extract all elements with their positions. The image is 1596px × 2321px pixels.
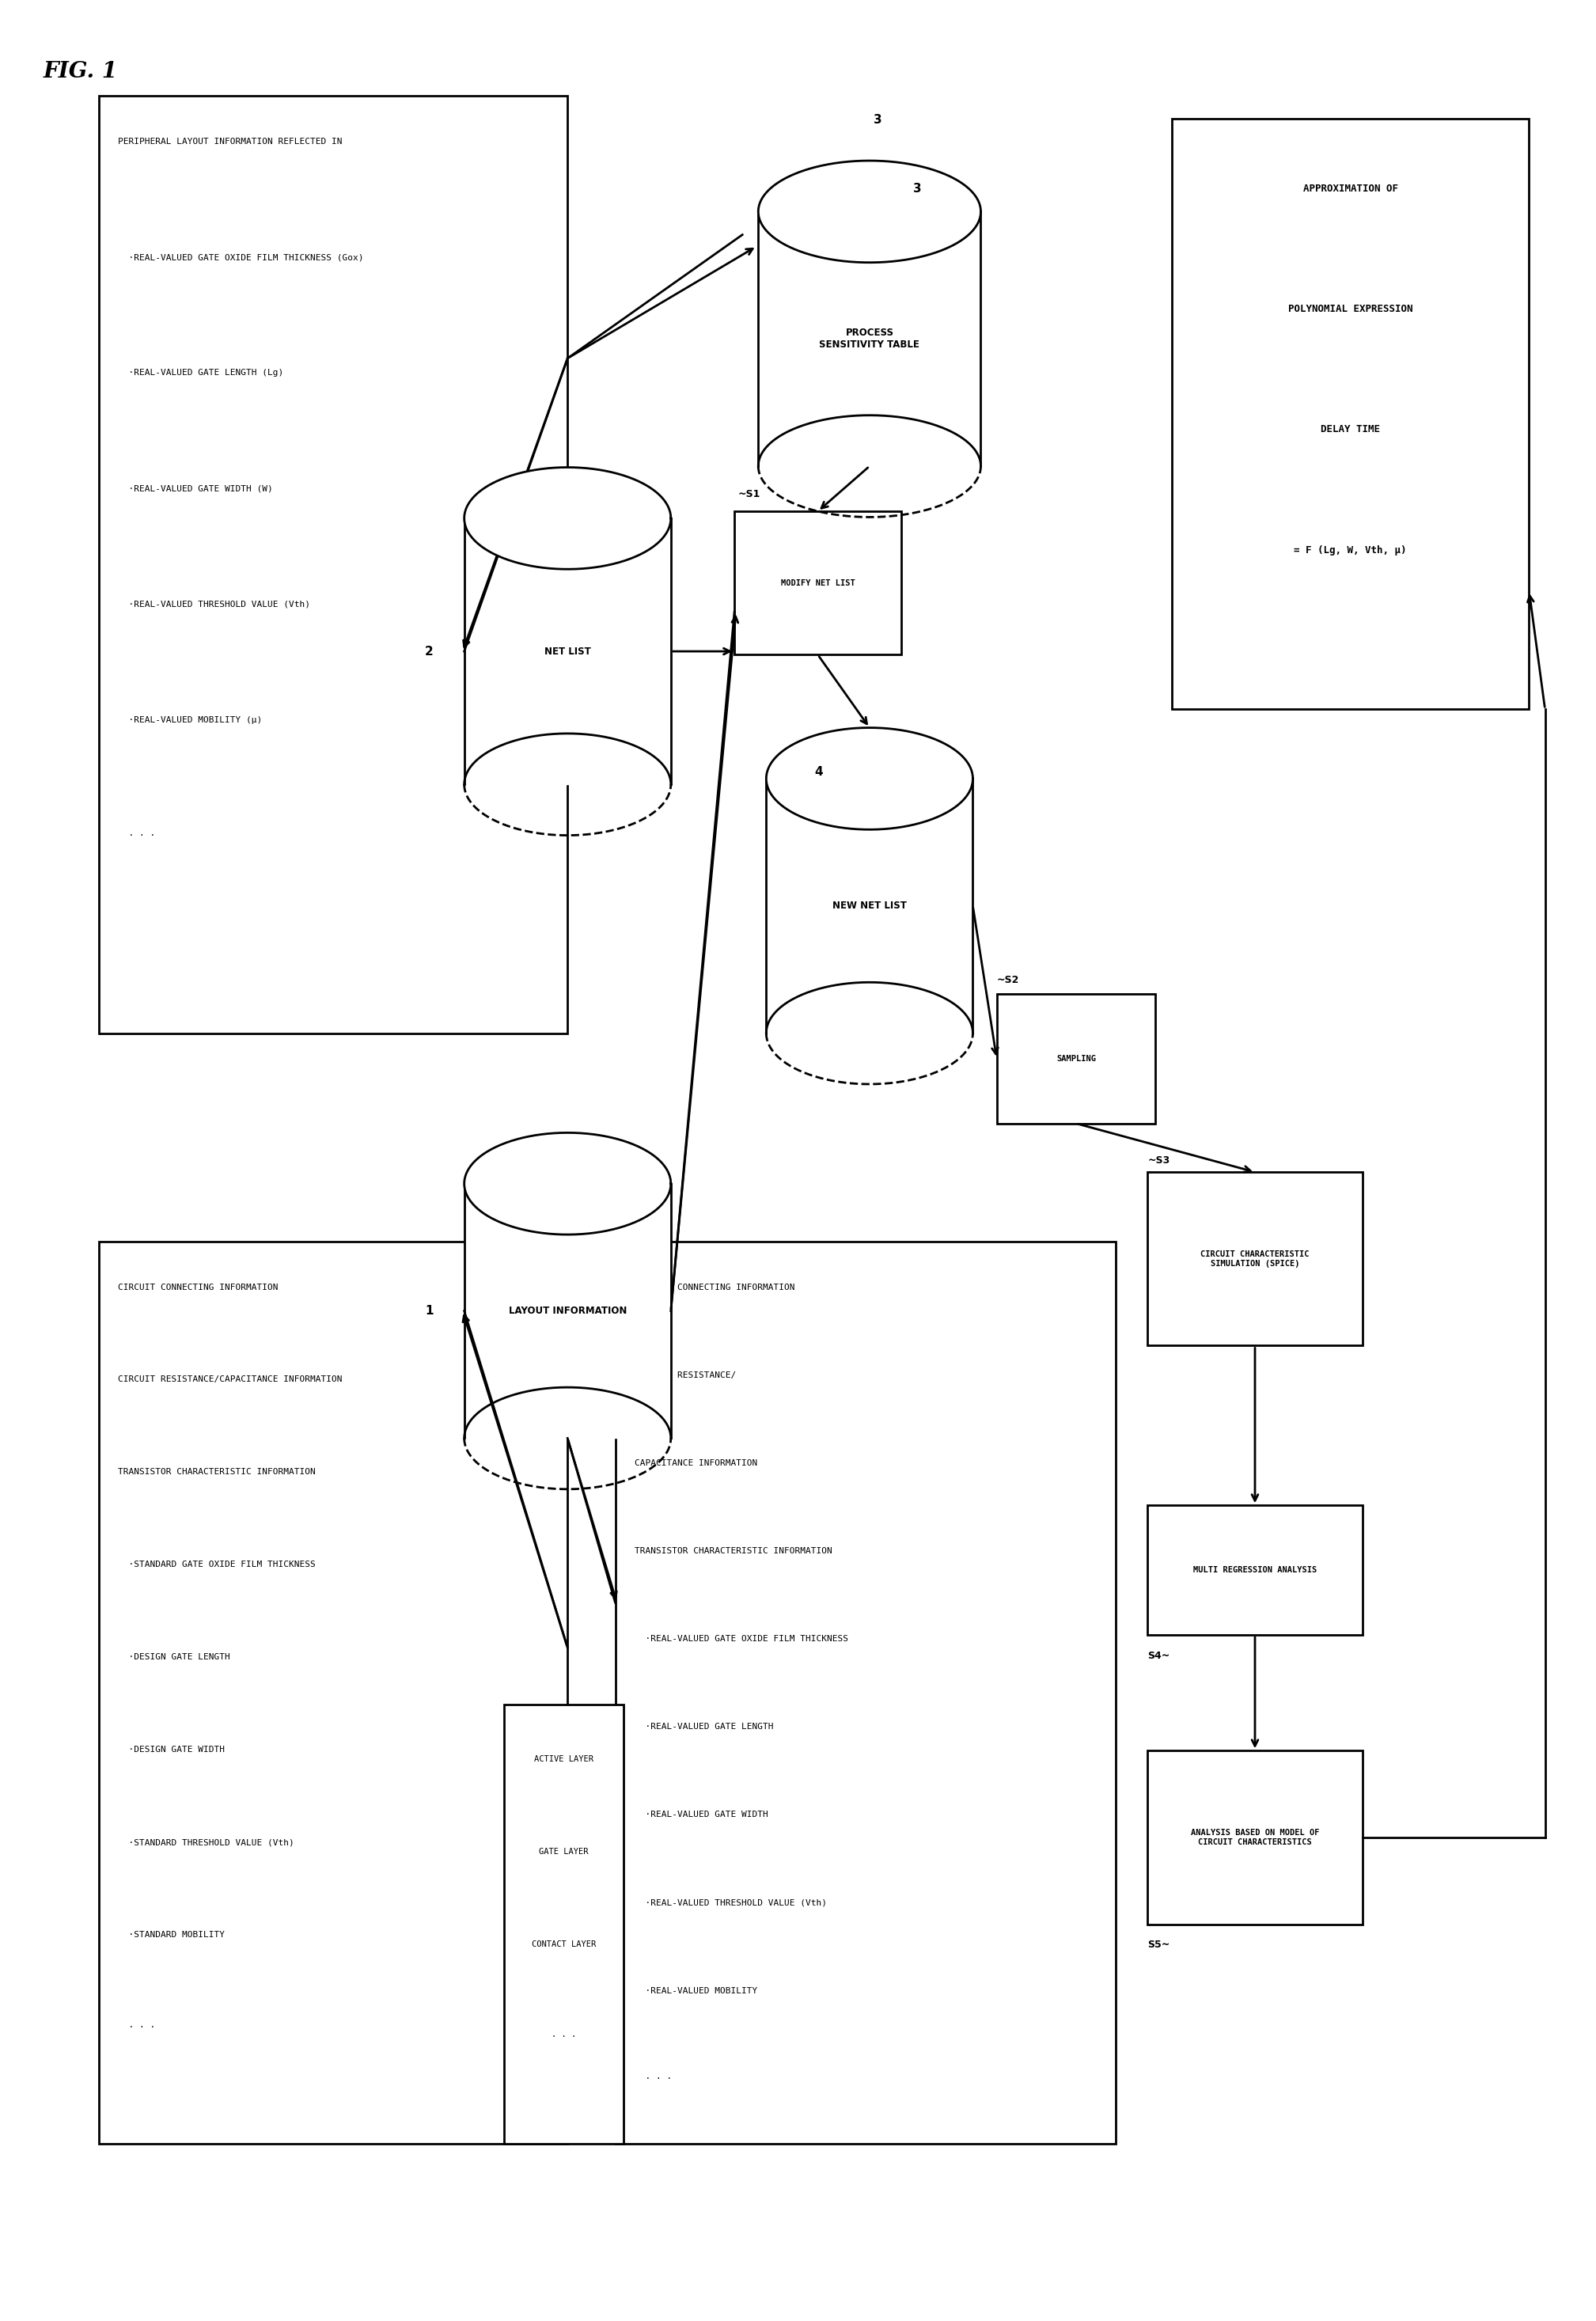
Text: ·REAL-VALUED MOBILITY (μ): ·REAL-VALUED MOBILITY (μ)	[118, 717, 262, 724]
Bar	[996, 993, 1156, 1123]
Text: PROCESS
SENSITIVITY TABLE: PROCESS SENSITIVITY TABLE	[819, 327, 919, 350]
Text: 2: 2	[425, 645, 434, 657]
Text: CIRCUIT RESISTANCE/CAPACITANCE INFORMATION: CIRCUIT RESISTANCE/CAPACITANCE INFORMATI…	[118, 1376, 342, 1383]
Text: CIRCUIT CONNECTING INFORMATION: CIRCUIT CONNECTING INFORMATION	[118, 1284, 278, 1290]
Text: ·DESIGN GATE WIDTH: ·DESIGN GATE WIDTH	[118, 1745, 225, 1755]
Text: ~S1: ~S1	[737, 490, 760, 499]
Text: ·STANDARD MOBILITY: ·STANDARD MOBILITY	[118, 1931, 225, 1938]
Text: ·REAL-VALUED GATE OXIDE FILM THICKNESS (Gox): ·REAL-VALUED GATE OXIDE FILM THICKNESS (…	[118, 253, 364, 262]
Text: · · ·: · · ·	[118, 831, 155, 840]
Bar	[1171, 118, 1529, 710]
Polygon shape	[758, 211, 982, 467]
Text: ·STANDARD THRESHOLD VALUE (Vth): ·STANDARD THRESHOLD VALUE (Vth)	[118, 1838, 294, 1848]
Text: ·REAL-VALUED GATE OXIDE FILM THICKNESS: ·REAL-VALUED GATE OXIDE FILM THICKNESS	[634, 1634, 847, 1643]
Text: S4~: S4~	[1148, 1650, 1170, 1662]
Text: ·REAL-VALUED MOBILITY: ·REAL-VALUED MOBILITY	[634, 1987, 757, 1994]
Text: · · ·: · · ·	[551, 2033, 576, 2040]
Bar	[99, 95, 568, 1033]
Text: ·REAL-VALUED GATE WIDTH: ·REAL-VALUED GATE WIDTH	[634, 1810, 768, 1820]
Text: ~S2: ~S2	[996, 975, 1020, 984]
Bar	[1148, 1172, 1363, 1346]
Polygon shape	[766, 778, 974, 1033]
Text: ·REAL-VALUED THRESHOLD VALUE (Vth): ·REAL-VALUED THRESHOLD VALUE (Vth)	[634, 1899, 827, 1908]
Text: GATE LAYER: GATE LAYER	[539, 1848, 589, 1857]
Bar	[504, 1704, 622, 2145]
Text: FIG. 1: FIG. 1	[43, 60, 118, 84]
Polygon shape	[464, 1133, 670, 1235]
Bar	[99, 1242, 568, 2145]
Text: ~S3: ~S3	[1148, 1156, 1170, 1165]
Text: MULTI REGRESSION ANALYSIS: MULTI REGRESSION ANALYSIS	[1194, 1567, 1317, 1574]
Text: ·DESIGN GATE LENGTH: ·DESIGN GATE LENGTH	[118, 1653, 230, 1662]
Bar	[734, 511, 902, 655]
Text: ·REAL-VALUED GATE WIDTH (W): ·REAL-VALUED GATE WIDTH (W)	[118, 485, 273, 492]
Bar	[614, 1242, 1116, 2145]
Text: LAYOUT INFORMATION: LAYOUT INFORMATION	[509, 1307, 627, 1316]
Text: ACTIVE LAYER: ACTIVE LAYER	[535, 1755, 594, 1764]
Text: 3: 3	[913, 183, 921, 195]
Text: DELAY TIME: DELAY TIME	[1320, 425, 1381, 434]
Text: NET LIST: NET LIST	[544, 645, 591, 657]
Text: 1: 1	[425, 1304, 434, 1316]
Text: 4: 4	[814, 766, 824, 778]
Text: CIRCUIT CHARACTERISTIC
SIMULATION (SPICE): CIRCUIT CHARACTERISTIC SIMULATION (SPICE…	[1200, 1251, 1309, 1267]
Text: ·STANDARD GATE OXIDE FILM THICKNESS: ·STANDARD GATE OXIDE FILM THICKNESS	[118, 1562, 316, 1569]
Text: CIRCUIT CONNECTING INFORMATION: CIRCUIT CONNECTING INFORMATION	[634, 1284, 795, 1290]
Text: CONTACT LAYER: CONTACT LAYER	[531, 1940, 595, 1947]
Polygon shape	[464, 1184, 670, 1439]
Text: ·REAL-VALUED GATE LENGTH (Lg): ·REAL-VALUED GATE LENGTH (Lg)	[118, 369, 284, 376]
Polygon shape	[758, 160, 982, 262]
Text: MODIFY NET LIST: MODIFY NET LIST	[780, 580, 855, 587]
Text: POLYNOMIAL EXPRESSION: POLYNOMIAL EXPRESSION	[1288, 304, 1412, 313]
Text: 3: 3	[873, 114, 881, 125]
Text: CIRCUIT RESISTANCE/: CIRCUIT RESISTANCE/	[634, 1372, 736, 1379]
Text: PERIPHERAL LAYOUT INFORMATION REFLECTED IN: PERIPHERAL LAYOUT INFORMATION REFLECTED …	[118, 137, 342, 146]
Polygon shape	[464, 467, 670, 569]
Text: SAMPLING: SAMPLING	[1057, 1054, 1096, 1063]
Polygon shape	[464, 518, 670, 784]
Bar	[1148, 1750, 1363, 1924]
Text: ANALYSIS BASED ON MODEL OF
CIRCUIT CHARACTERISTICS: ANALYSIS BASED ON MODEL OF CIRCUIT CHARA…	[1191, 1829, 1320, 1845]
Text: · · ·: · · ·	[118, 2024, 155, 2031]
Text: ·REAL-VALUED GATE LENGTH: ·REAL-VALUED GATE LENGTH	[634, 1722, 772, 1731]
Text: CAPACITANCE INFORMATION: CAPACITANCE INFORMATION	[634, 1460, 757, 1467]
Text: S5~: S5~	[1148, 1940, 1170, 1950]
Text: = F (Lg, W, Vth, μ): = F (Lg, W, Vth, μ)	[1294, 545, 1406, 555]
Polygon shape	[766, 729, 974, 829]
Bar	[1148, 1506, 1363, 1634]
Text: TRANSISTOR CHARACTERISTIC INFORMATION: TRANSISTOR CHARACTERISTIC INFORMATION	[118, 1469, 316, 1476]
Text: NEW NET LIST: NEW NET LIST	[833, 901, 907, 912]
Text: · · ·: · · ·	[634, 2075, 672, 2082]
Text: APPROXIMATION OF: APPROXIMATION OF	[1302, 183, 1398, 195]
Text: TRANSISTOR CHARACTERISTIC INFORMATION: TRANSISTOR CHARACTERISTIC INFORMATION	[634, 1548, 832, 1555]
Text: ·REAL-VALUED THRESHOLD VALUE (Vth): ·REAL-VALUED THRESHOLD VALUE (Vth)	[118, 601, 310, 608]
